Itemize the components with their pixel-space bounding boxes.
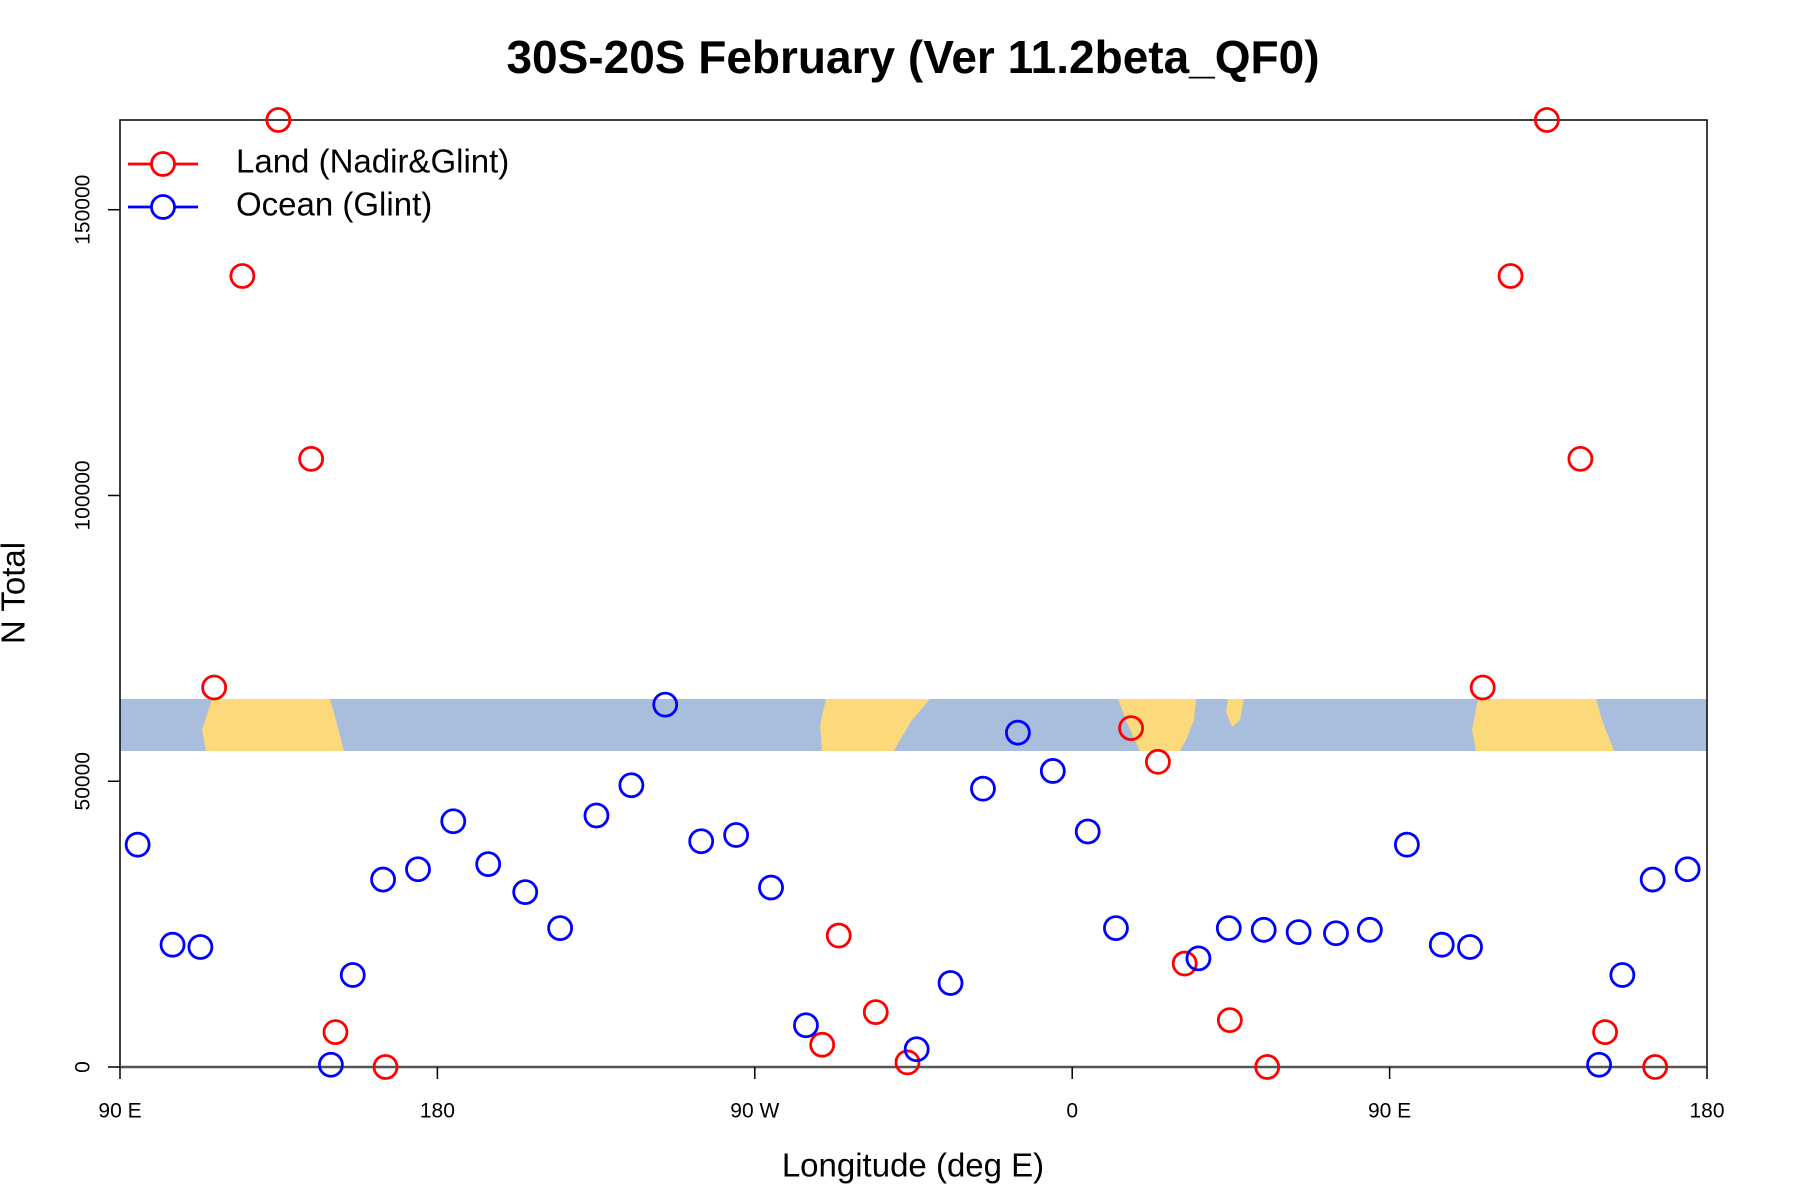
x-tick-label: 180 xyxy=(1689,1100,1724,1123)
legend-label: Ocean (Glint) xyxy=(236,186,432,223)
legend-marker xyxy=(150,151,176,177)
point xyxy=(159,931,186,958)
point xyxy=(1674,856,1701,883)
point xyxy=(1533,107,1560,133)
point xyxy=(1642,1054,1669,1080)
legend-marker xyxy=(150,194,176,220)
point xyxy=(512,879,539,906)
point xyxy=(937,970,964,996)
point xyxy=(1457,934,1483,960)
point xyxy=(1215,915,1242,942)
point xyxy=(1586,1051,1612,1078)
point xyxy=(201,674,228,701)
chart-title: 30S-20S February (Ver 11.2beta_QF0) xyxy=(506,31,1319,83)
map-land xyxy=(202,699,344,751)
point xyxy=(265,107,292,133)
map-land xyxy=(820,699,930,751)
point xyxy=(229,263,256,289)
point xyxy=(317,1051,344,1078)
point xyxy=(970,775,996,802)
point xyxy=(1609,962,1636,988)
y-tick-label: 150000 xyxy=(72,175,95,245)
point xyxy=(652,691,679,718)
point xyxy=(322,1019,349,1046)
y-tick-label: 100000 xyxy=(72,460,95,530)
point xyxy=(793,1012,819,1039)
point xyxy=(1428,931,1455,958)
point xyxy=(862,999,889,1026)
point xyxy=(1469,674,1496,701)
point xyxy=(618,772,645,799)
point xyxy=(405,856,431,883)
point xyxy=(688,828,715,855)
point xyxy=(1639,866,1666,893)
point xyxy=(124,831,151,858)
point xyxy=(1074,818,1101,845)
point xyxy=(1250,916,1277,943)
point xyxy=(1185,945,1212,972)
point xyxy=(547,915,574,942)
point xyxy=(440,808,467,835)
y-tick-label: 0 xyxy=(72,1061,95,1073)
plot-frame xyxy=(119,119,1708,1068)
point xyxy=(1039,758,1066,784)
point xyxy=(894,1049,921,1076)
x-tick-label: 90 W xyxy=(730,1100,779,1123)
point xyxy=(758,874,784,901)
x-tick-label: 0 xyxy=(1066,1100,1078,1123)
map-land xyxy=(1472,699,1614,751)
point xyxy=(723,822,750,848)
x-tick-label: 180 xyxy=(420,1100,455,1123)
point xyxy=(1118,715,1144,741)
point xyxy=(583,802,610,829)
point xyxy=(298,446,325,472)
point xyxy=(339,962,366,988)
point xyxy=(1004,719,1031,746)
point xyxy=(1356,916,1383,943)
point xyxy=(370,866,396,893)
y-tick-label: 50000 xyxy=(72,752,95,810)
point xyxy=(187,934,214,960)
point xyxy=(1285,919,1312,946)
x-axis-label: Longitude (deg E) xyxy=(782,1147,1044,1184)
point xyxy=(1497,263,1524,289)
y-axis-label: N Total xyxy=(0,542,32,644)
map-land xyxy=(1226,699,1244,727)
point xyxy=(1254,1054,1281,1080)
map-strip xyxy=(120,699,1707,751)
point xyxy=(1592,1019,1618,1046)
point xyxy=(1171,950,1198,977)
point xyxy=(1216,1007,1243,1034)
point xyxy=(1567,446,1594,472)
point xyxy=(825,922,852,949)
point xyxy=(809,1031,836,1058)
point xyxy=(903,1036,930,1063)
x-tick-label: 90 E xyxy=(98,1100,141,1123)
points xyxy=(124,107,1701,1080)
legend-label: Land (Nadir&Glint) xyxy=(236,143,509,180)
x-tick-label: 90 E xyxy=(1368,1100,1411,1123)
point xyxy=(1323,920,1349,947)
point xyxy=(1144,748,1171,775)
point xyxy=(372,1054,399,1080)
point xyxy=(1103,915,1129,942)
point xyxy=(1393,831,1420,858)
point xyxy=(475,851,502,878)
